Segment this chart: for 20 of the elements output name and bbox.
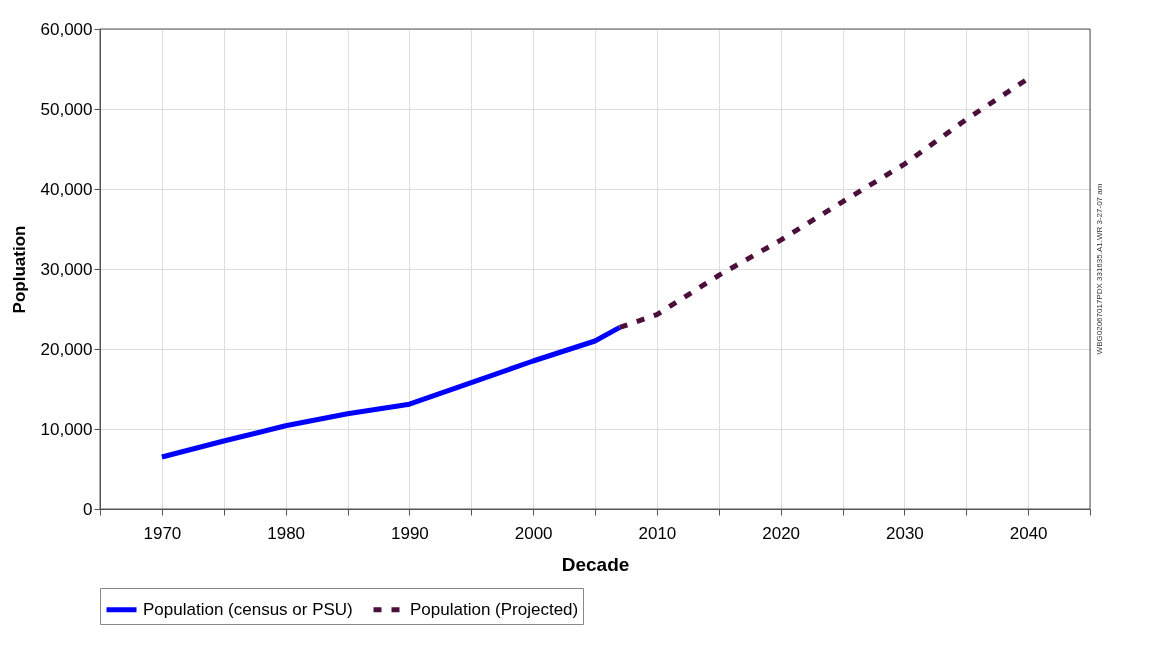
x-tick-label: 1990 <box>390 523 429 543</box>
y-tick-label: 60,000 <box>40 19 93 39</box>
y-tick-label: 10,000 <box>40 419 93 439</box>
x-tick-label: 1970 <box>143 523 182 543</box>
x-tick-label: 2020 <box>762 523 801 543</box>
y-tick-label: 20,000 <box>40 339 93 359</box>
text: WBG02067017PDX 331635.A1.WR 3-27-07 am <box>1095 183 1104 355</box>
x-tick-label: 2000 <box>514 523 553 543</box>
y-tick-label: 0 <box>83 499 93 519</box>
y-tick-label: 40,000 <box>40 179 93 199</box>
x-tick-label: 1980 <box>267 523 306 543</box>
legend-label: Population (census or PSU) <box>143 599 353 619</box>
legend-label: Population (Projected) <box>410 599 579 619</box>
y-tick-label: 30,000 <box>40 259 93 279</box>
x-tick-label: 2040 <box>1009 523 1048 543</box>
y-axis-title: Popluation <box>9 225 29 314</box>
x-tick-label: 2030 <box>885 523 924 543</box>
y-tick-label: 50,000 <box>40 99 93 119</box>
x-tick-label: 2010 <box>638 523 677 543</box>
x-axis-title: Decade <box>561 553 630 575</box>
